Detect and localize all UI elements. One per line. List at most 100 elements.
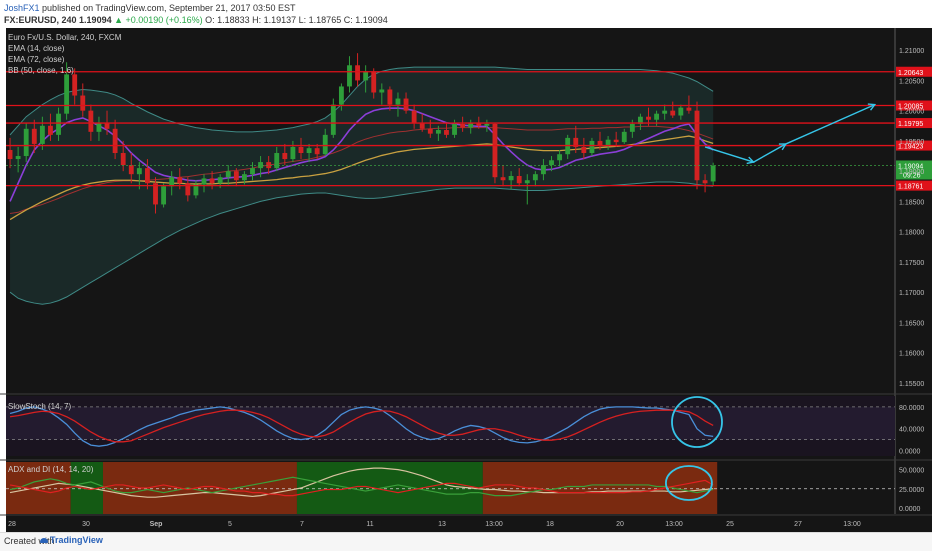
chart-header: JoshFX1 published on TradingView.com, Se… bbox=[0, 0, 932, 28]
candle bbox=[258, 156, 264, 178]
candle-body bbox=[605, 139, 611, 146]
candle bbox=[589, 137, 595, 157]
candle bbox=[290, 140, 296, 163]
candle bbox=[549, 156, 554, 172]
candle-body bbox=[322, 134, 328, 155]
symbol-label: FX:EURUSD, 240 bbox=[4, 15, 77, 25]
candle bbox=[678, 104, 684, 120]
ohlc-values: O: 1.18833 H: 1.19137 L: 1.18765 C: 1.19… bbox=[205, 15, 388, 25]
price-axis-tick: 1.21000 bbox=[899, 48, 924, 55]
adx-axis-tick: 50.0000 bbox=[899, 468, 924, 475]
di-minus-line bbox=[9, 479, 714, 497]
candle bbox=[274, 146, 280, 172]
time-axis-tick: 20 bbox=[616, 521, 624, 528]
candle-body bbox=[233, 171, 239, 181]
time-axis-tick: 13:00 bbox=[665, 521, 683, 528]
candle bbox=[444, 122, 449, 138]
candle bbox=[395, 92, 401, 117]
candle bbox=[662, 104, 668, 120]
bollinger-lower-line bbox=[9, 181, 714, 305]
level-label-box bbox=[896, 140, 932, 151]
candle-body bbox=[225, 171, 231, 178]
stoch-legend: SlowStoch (14, 7) bbox=[8, 402, 71, 411]
candle-body bbox=[597, 140, 603, 146]
candle bbox=[500, 165, 506, 187]
time-axis-tick: Sep bbox=[150, 521, 163, 528]
footer: Created with TradingView bbox=[0, 532, 932, 551]
candle-body bbox=[524, 180, 530, 184]
candle bbox=[306, 143, 312, 163]
candle-body bbox=[177, 177, 183, 184]
candle bbox=[298, 137, 304, 160]
candle-body bbox=[419, 122, 425, 129]
candle-body bbox=[250, 168, 255, 175]
candle bbox=[201, 174, 207, 193]
candle bbox=[225, 165, 231, 185]
candle bbox=[233, 168, 239, 187]
legend-bb: BB (50, close, 1.6) bbox=[8, 66, 74, 75]
projection-arrowhead bbox=[746, 156, 755, 165]
candle bbox=[613, 131, 619, 147]
candle-body bbox=[185, 183, 191, 196]
candle-body bbox=[338, 86, 344, 105]
time-axis-tick: 7 bbox=[300, 521, 304, 528]
candle bbox=[193, 180, 199, 199]
tradingview-brand-link[interactable]: TradingView bbox=[50, 535, 103, 545]
candle bbox=[573, 125, 579, 154]
candle-body bbox=[56, 113, 61, 135]
author-link[interactable]: JoshFX1 bbox=[4, 3, 40, 13]
candle bbox=[322, 128, 328, 157]
candle-body bbox=[710, 165, 716, 182]
last-price-value: 1.19094 bbox=[79, 15, 112, 25]
price-axis-tick: 1.16500 bbox=[899, 320, 924, 327]
slow-stoch-pane: 80.0000 40.0000 0.0000 bbox=[0, 393, 932, 456]
level-label: 1.20085 bbox=[898, 104, 923, 111]
stoch-d-line bbox=[9, 409, 714, 443]
candle-body bbox=[169, 177, 175, 187]
candle-body bbox=[492, 123, 498, 178]
candle bbox=[460, 116, 466, 132]
level-label-box bbox=[896, 118, 932, 129]
candle bbox=[7, 137, 13, 169]
candle bbox=[371, 68, 377, 99]
candle-body bbox=[427, 128, 433, 134]
candle bbox=[710, 162, 716, 186]
candle bbox=[581, 137, 587, 160]
time-axis-tick: 27 bbox=[794, 521, 802, 528]
candle bbox=[169, 171, 175, 196]
candle-body bbox=[31, 128, 37, 144]
candle-body bbox=[662, 110, 668, 114]
candle-body bbox=[678, 107, 684, 116]
candle-body bbox=[646, 116, 651, 120]
candle bbox=[492, 122, 498, 184]
candle bbox=[80, 83, 86, 117]
candle bbox=[185, 177, 191, 202]
candle bbox=[136, 162, 142, 190]
legend-ema72: EMA (72, close) bbox=[8, 55, 65, 64]
legend-symbol: Euro Fx/U.S. Dollar, 240, FXCM bbox=[8, 33, 122, 42]
candle-body bbox=[96, 122, 102, 132]
time-axis-tick: 13 bbox=[438, 521, 446, 528]
adx-axis-tick: 0.0000 bbox=[899, 506, 921, 513]
candle-body bbox=[217, 177, 223, 184]
candle-body bbox=[355, 65, 360, 81]
candle-body bbox=[314, 148, 320, 155]
candle-body bbox=[629, 123, 635, 132]
adx-di-pane: 50.0000 25.0000 0.0000 bbox=[0, 459, 932, 514]
candle-body bbox=[282, 153, 288, 160]
price-chart[interactable]: 1.20643 1.20085 1.19795 1.19423 1.18761 1.190… bbox=[0, 28, 932, 532]
price-axis-tick: 1.19500 bbox=[899, 139, 924, 146]
candle-body bbox=[500, 177, 506, 181]
candle-body bbox=[621, 131, 627, 143]
candle bbox=[597, 131, 603, 150]
candle-body bbox=[541, 165, 546, 175]
level-label: 1.19423 bbox=[898, 144, 923, 151]
price-axis-tick: 1.17000 bbox=[899, 290, 924, 297]
candle-body bbox=[468, 122, 474, 128]
level-label: 1.18761 bbox=[898, 184, 923, 191]
candle bbox=[403, 92, 409, 114]
price-axis-tick: 1.20500 bbox=[899, 78, 924, 85]
candle-body bbox=[508, 176, 514, 181]
candle bbox=[363, 65, 369, 93]
stoch-axis-tick: 0.0000 bbox=[899, 449, 921, 456]
